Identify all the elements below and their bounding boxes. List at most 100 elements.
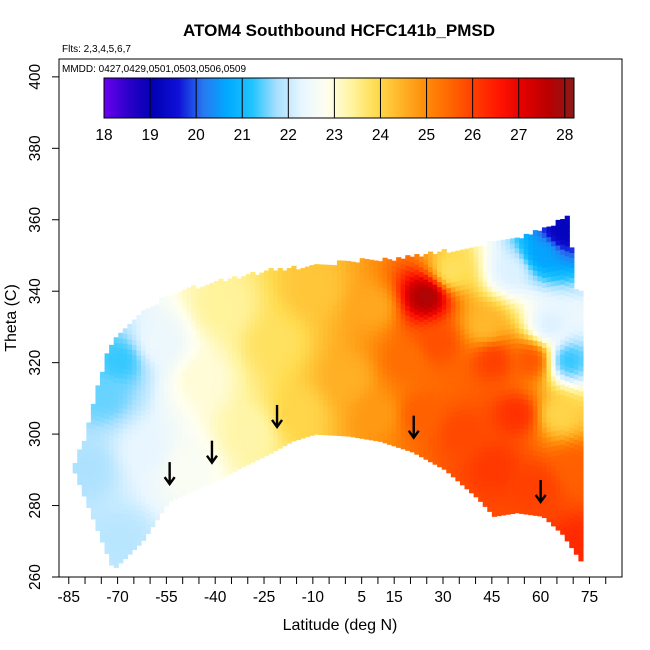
heatmap-cell <box>473 331 479 338</box>
heatmap-cell <box>282 400 288 407</box>
x-tick-label: 45 <box>483 589 500 606</box>
heatmap-cell <box>145 353 151 359</box>
heatmap-cell <box>200 336 206 343</box>
heatmap-cell <box>505 479 511 485</box>
heatmap-cell <box>560 384 566 390</box>
heatmap-cell <box>523 473 529 480</box>
heatmap-cell <box>373 415 379 422</box>
heatmap-cell <box>204 429 210 436</box>
heatmap-cell <box>496 425 502 432</box>
heatmap-cell <box>446 322 452 329</box>
heatmap-cell <box>573 459 579 465</box>
heatmap-cell <box>469 467 475 474</box>
heatmap-cell <box>414 294 420 300</box>
heatmap-cell <box>428 331 434 338</box>
heatmap-cell <box>450 311 456 318</box>
heatmap-cell <box>560 344 566 350</box>
heatmap-cell <box>168 466 174 472</box>
heatmap-cell <box>414 404 420 410</box>
heatmap-cell <box>432 289 438 295</box>
heatmap-cell <box>122 338 128 344</box>
heatmap-cell <box>555 459 561 466</box>
heatmap-cell <box>163 370 169 377</box>
heatmap-cell <box>473 386 479 393</box>
heatmap-cell <box>459 254 466 261</box>
heatmap-cell <box>537 435 543 442</box>
arrow-head <box>271 419 284 430</box>
heatmap-cell <box>145 313 151 319</box>
heatmap-cell <box>405 415 411 421</box>
heatmap-cell <box>455 465 461 472</box>
heatmap-cell <box>355 292 361 299</box>
heatmap-cell <box>200 436 206 443</box>
heatmap-cell <box>569 317 575 323</box>
heatmap-cell <box>318 284 324 290</box>
heatmap-cell <box>327 404 333 411</box>
heatmap-cell <box>514 392 520 399</box>
heatmap-cell <box>519 248 525 254</box>
heatmap-cell <box>496 320 502 327</box>
heatmap-cell <box>145 388 151 394</box>
heatmap-cell <box>200 326 206 333</box>
heatmap-cell <box>473 286 479 293</box>
heatmap-cell <box>409 391 415 398</box>
heatmap-cell <box>437 286 443 293</box>
heatmap-cell <box>268 403 274 409</box>
heatmap-cell <box>136 530 142 536</box>
heatmap-cell <box>546 356 552 363</box>
heatmap-cell <box>409 266 415 273</box>
heatmap-cell <box>551 485 557 492</box>
heatmap-cell <box>523 258 529 265</box>
heatmap-cell <box>346 345 352 352</box>
heatmap-cell <box>573 484 579 490</box>
heatmap-cell <box>254 334 261 341</box>
heatmap-cell <box>172 308 179 315</box>
heatmap-cell <box>182 424 188 431</box>
heatmap-cell <box>286 328 292 334</box>
heatmap-cell <box>268 328 274 334</box>
heatmap-cell <box>346 310 352 317</box>
heatmap-cell <box>131 519 138 526</box>
heatmap-cell <box>441 314 447 320</box>
heatmap-cell <box>118 392 124 399</box>
heatmap-cell <box>387 334 393 340</box>
heatmap-cell <box>382 427 388 434</box>
heatmap-cell <box>414 369 420 375</box>
heatmap-cell <box>223 386 229 392</box>
heatmap-cell <box>346 320 352 327</box>
heatmap-cell <box>186 377 192 384</box>
heatmap-cell <box>341 265 347 272</box>
heatmap-cell <box>241 351 247 357</box>
heatmap-cell <box>245 364 251 370</box>
heatmap-cell <box>172 363 179 370</box>
heatmap-cell <box>528 504 534 511</box>
heatmap-cell <box>487 411 493 417</box>
heatmap-cell <box>118 372 124 379</box>
heatmap-cell <box>496 255 502 262</box>
heatmap-cell <box>209 327 215 334</box>
heatmap-cell <box>523 268 529 275</box>
heatmap-cell <box>387 329 393 335</box>
heatmap-cell <box>141 330 147 336</box>
heatmap-cell <box>578 380 584 387</box>
heatmap-cell <box>90 413 97 420</box>
heatmap-cell <box>100 426 106 433</box>
heatmap-cell <box>168 356 174 362</box>
heatmap-cell <box>551 235 557 242</box>
heatmap-cell <box>127 503 133 510</box>
heatmap-cell <box>551 455 557 462</box>
heatmap-cell <box>377 266 384 272</box>
heatmap-cell <box>141 315 147 321</box>
heatmap-cell <box>95 425 101 431</box>
heatmap-cell <box>364 258 370 265</box>
heatmap-cell <box>377 341 384 347</box>
heatmap-cell <box>528 239 534 246</box>
heatmap-cell <box>487 361 493 367</box>
heatmap-cell <box>118 487 124 494</box>
heatmap-cell <box>177 356 183 363</box>
heatmap-cell <box>268 388 274 394</box>
heatmap-cell <box>482 396 488 402</box>
heatmap-cell <box>523 413 529 420</box>
x-axis: -85 -70 -55 -40 -25 -10 5 15 30 45 60 75 <box>58 577 607 606</box>
heatmap-cell <box>418 376 425 383</box>
